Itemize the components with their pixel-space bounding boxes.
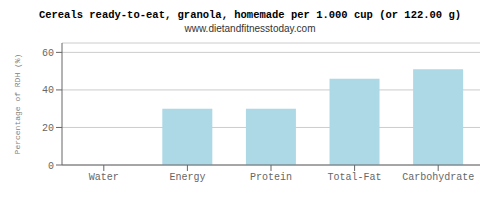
svg-text:Percentage of RDH (%): Percentage of RDH (%) [13, 54, 22, 155]
svg-text:Water: Water [89, 172, 119, 183]
svg-text:Energy: Energy [169, 172, 205, 183]
html-text:Cereals ready-to-eat, granola,: Cereals ready-to-eat, granola, homemade … [38, 9, 462, 21]
svg-text:20: 20 [42, 123, 54, 134]
svg-text:40: 40 [42, 85, 54, 96]
svg-text:60: 60 [42, 48, 54, 59]
svg-text:Total-Fat: Total-Fat [328, 172, 382, 183]
svg-text:Protein: Protein [250, 172, 292, 183]
svg-text:0: 0 [48, 161, 54, 172]
html-text:www.dietandfitnesstoday.com: www.dietandfitnesstoday.com [184, 23, 316, 34]
svg-text:Carbohydrate: Carbohydrate [402, 172, 474, 183]
